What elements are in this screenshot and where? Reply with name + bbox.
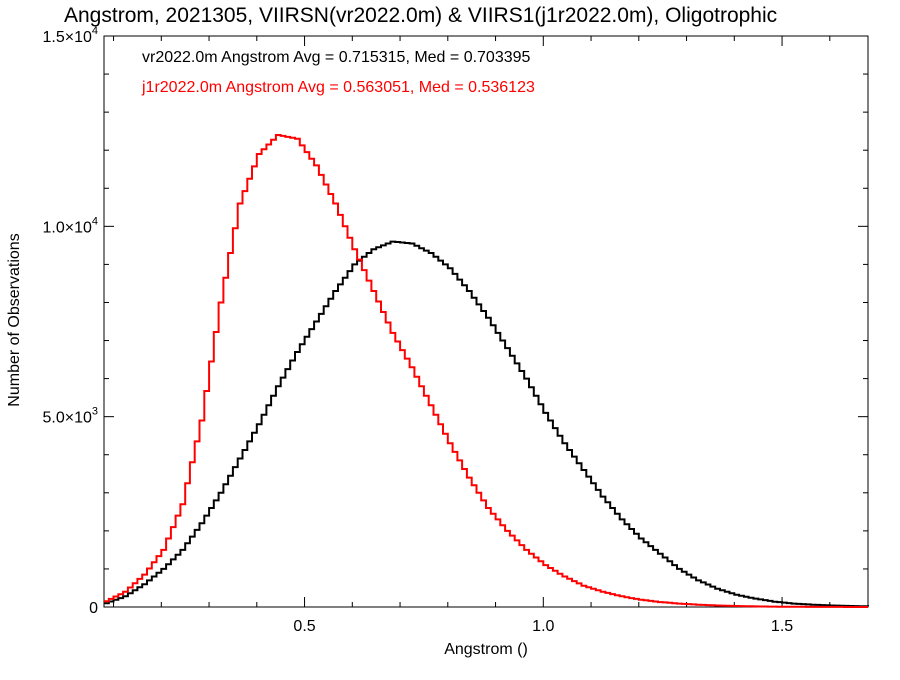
stats-annotation-j1r2022: j1r2022.0m Angstrom Avg = 0.563051, Med …: [141, 79, 535, 96]
x-tick-label: 0.5: [293, 618, 315, 635]
series-line-1: [104, 134, 868, 608]
y-tick-label: 5.0×103: [42, 406, 98, 427]
chart-title: Angstrom, 2021305, VIIRSN(vr2022.0m) & V…: [64, 4, 777, 27]
y-tick-label: 1.0×104: [42, 215, 98, 236]
y-tick-label: 0: [89, 600, 98, 617]
stats-annotation-vr2022: vr2022.0m Angstrom Avg = 0.715315, Med =…: [142, 49, 531, 66]
plot-frame: [103, 35, 869, 608]
y-axis-label: Number of Observations: [6, 233, 23, 406]
x-tick-label: 1.5: [771, 618, 793, 635]
chart-marks: 0.5 1.0 1.5 0 5.0×103 1.0×104 1.5×104: [42, 25, 869, 635]
x-tick-label: 1.0: [532, 618, 554, 635]
y-tick-label: 1.5×104: [42, 25, 98, 46]
series-line-0: [104, 240, 869, 608]
x-axis-label: Angstrom (): [444, 641, 528, 658]
